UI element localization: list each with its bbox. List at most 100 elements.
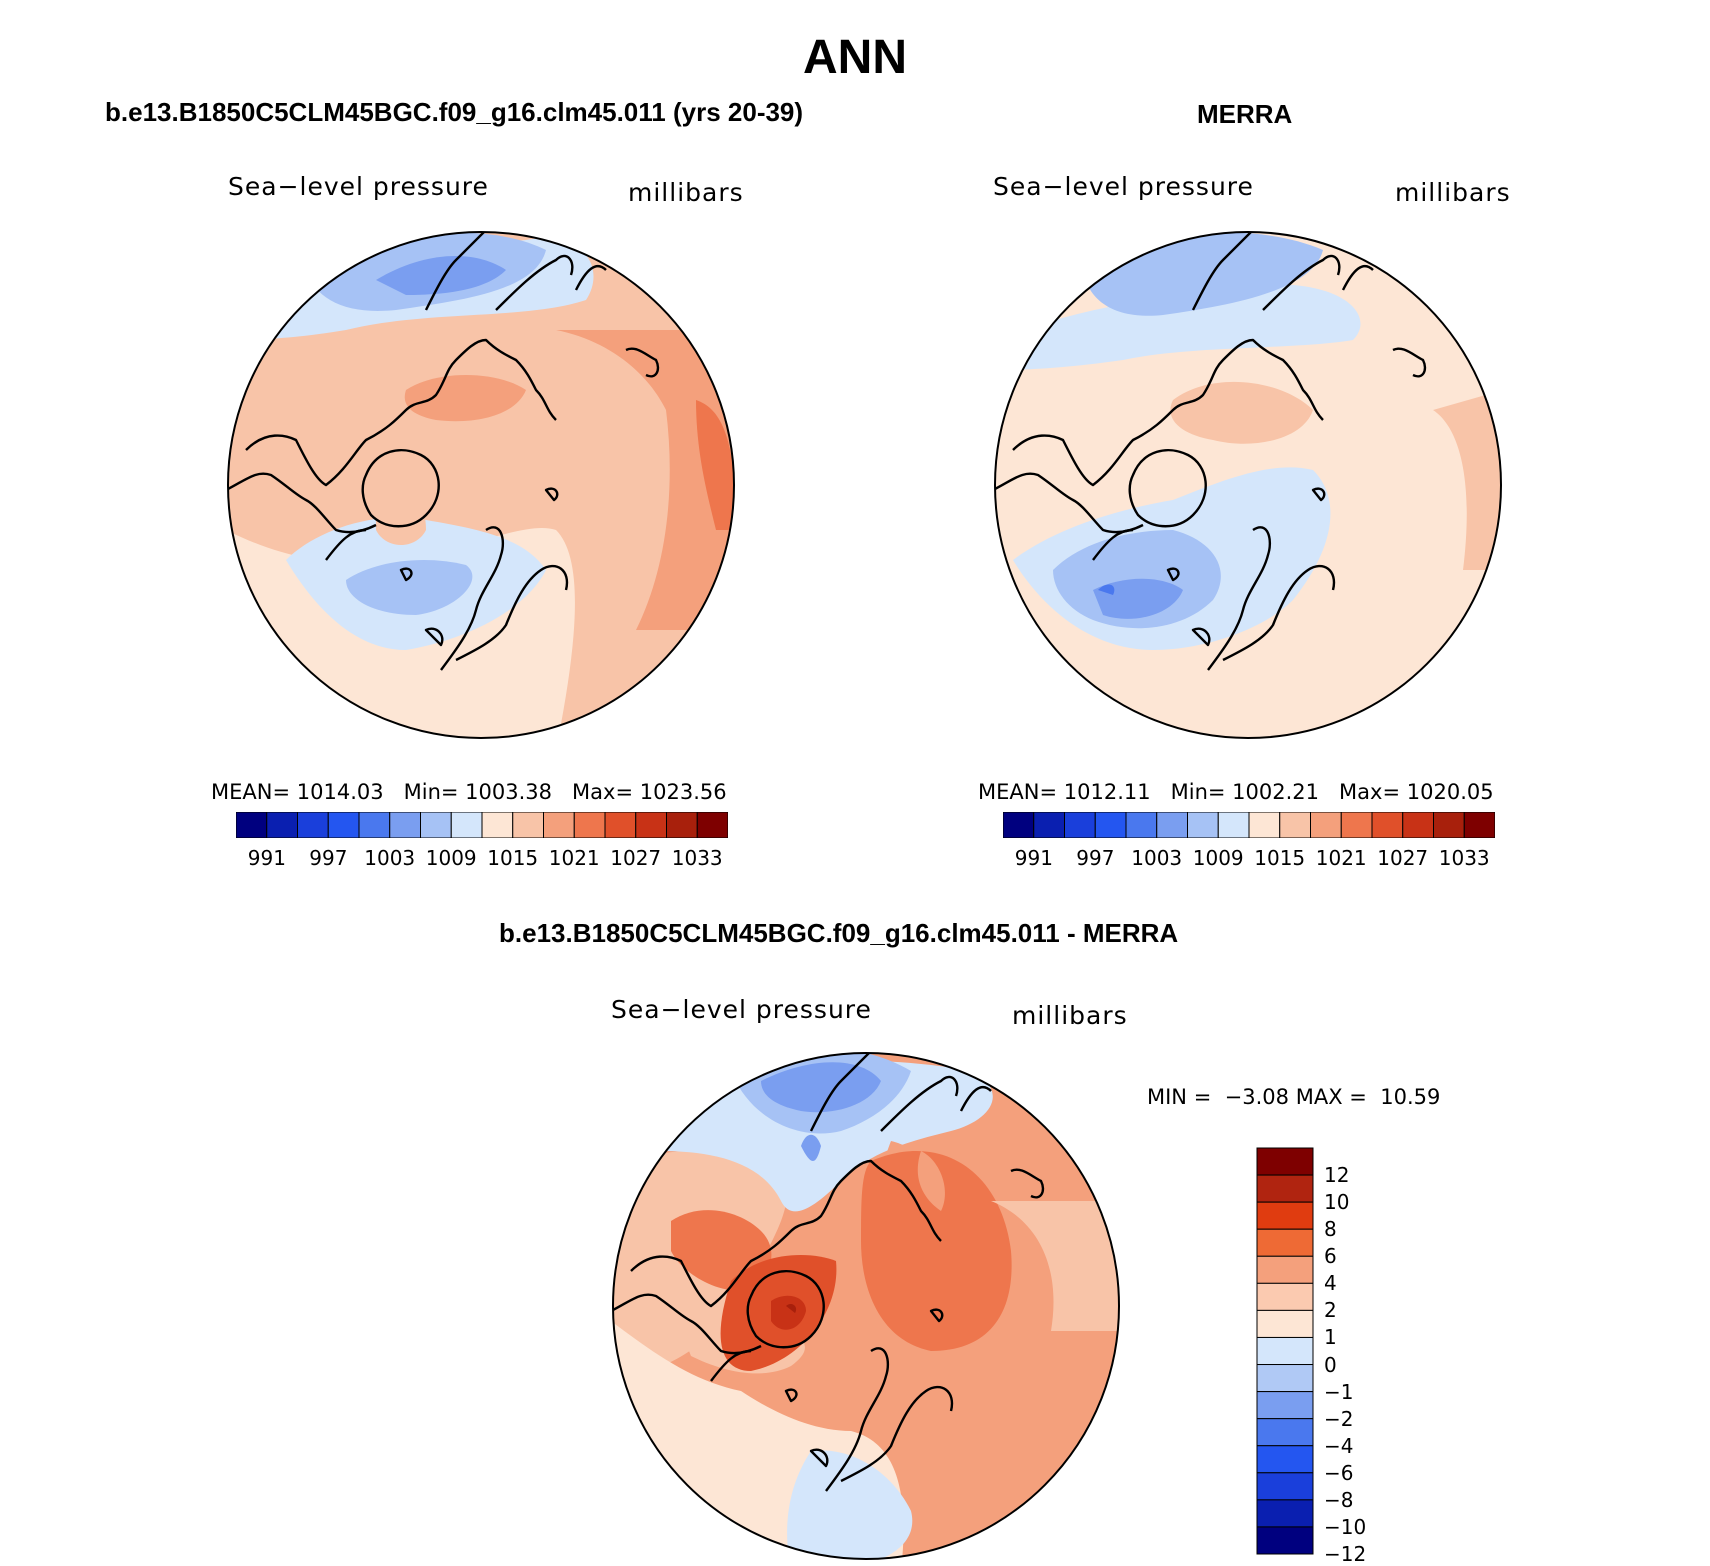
model-colorbar-box — [450, 812, 483, 838]
model-colorbar-box — [604, 812, 637, 838]
diff-colorbar-box — [1256, 1282, 1314, 1311]
obs-colorbar-box — [1094, 812, 1127, 838]
diff-colorbar-tick-label: 6 — [1324, 1244, 1337, 1269]
obs-min-value: 1002.21 — [1232, 780, 1320, 804]
model-panel-title: b.e13.B1850C5CLM45BGC.f09_g16.clm45.011 … — [105, 97, 804, 127]
model-colorbar-box — [358, 812, 391, 838]
diff-variable-label: Sea−level pressure — [611, 995, 872, 1024]
diff-colorbar-box — [1256, 1228, 1314, 1257]
model-mean-label: MEAN= — [211, 780, 291, 804]
diff-colorbar-box — [1256, 1201, 1314, 1230]
obs-colorbar-tick-label: 1003 — [1131, 846, 1183, 870]
diff-units-label: millibars — [1012, 1001, 1128, 1030]
diff-colorbar-tick-label: 12 — [1324, 1163, 1350, 1188]
diff-colorbar-tick-label: −10 — [1324, 1514, 1367, 1539]
obs-colorbar-box — [1310, 812, 1342, 838]
diff-colorbar-box — [1256, 1147, 1314, 1176]
model-colorbar-box — [573, 812, 606, 838]
model-colorbar-box — [666, 812, 698, 838]
diff-max-label: MAX = — [1295, 1085, 1367, 1109]
obs-colorbar-box — [1402, 812, 1434, 838]
obs-colorbar-tick-label: 1027 — [1377, 846, 1429, 870]
obs-max-label: Max= — [1339, 780, 1401, 804]
diff-max-value: 10.59 — [1380, 1085, 1441, 1109]
diff-colorbar-tick-label: 4 — [1324, 1271, 1337, 1296]
model-colorbar-tick-label: 1003 — [364, 846, 416, 870]
model-colorbar — [236, 812, 728, 838]
obs-colorbar-tick-label: 1015 — [1254, 846, 1306, 870]
obs-panel-title: MERRA — [1197, 99, 1293, 129]
obs-colorbar-box — [1156, 812, 1188, 838]
diff-colorbar-tick-label: 1 — [1324, 1325, 1337, 1350]
diff-panel-title: b.e13.B1850C5CLM45BGC.f09_g16.clm45.011 … — [499, 918, 1179, 948]
obs-colorbar-tick-label: 1009 — [1192, 846, 1244, 870]
diff-pressure-field — [613, 1053, 1119, 1559]
diff-colorbar-box — [1256, 1418, 1314, 1447]
obs-colorbar-tick-label: 1033 — [1438, 846, 1490, 870]
diff-stats: MIN = −3.08 MAX = 10.59 — [1147, 1085, 1440, 1109]
diff-min-label: MIN = — [1147, 1085, 1212, 1109]
model-colorbar-box — [512, 812, 544, 838]
model-colorbar-tick-label: 991 — [247, 846, 286, 870]
diff-colorbar-tick-label: 2 — [1324, 1298, 1337, 1323]
model-min-value: 1003.38 — [465, 780, 553, 804]
obs-colorbar-tick-label: 991 — [1014, 846, 1053, 870]
model-colorbar-box — [389, 812, 421, 838]
obs-coastlines — [995, 232, 1427, 671]
figure-title: ANN — [803, 31, 907, 84]
obs-mean-label: MEAN= — [978, 780, 1058, 804]
model-colorbar-tick-label: 1033 — [671, 846, 723, 870]
obs-colorbar-box — [1125, 812, 1158, 838]
diff-colorbar-tick-label: −4 — [1324, 1433, 1354, 1458]
diff-colorbar-tick-label: −8 — [1324, 1487, 1354, 1512]
diff-colorbar-box — [1256, 1391, 1314, 1420]
model-colorbar-tick-label: 997 — [309, 846, 348, 870]
model-mean-value: 1014.03 — [296, 780, 384, 804]
obs-variable-label: Sea−level pressure — [993, 172, 1254, 201]
model-colorbar-tick-label: 1021 — [548, 846, 600, 870]
obs-min-label: Min= — [1170, 780, 1226, 804]
model-variable-label: Sea−level pressure — [228, 172, 489, 201]
obs-stats: MEAN= 1012.11 Min= 1002.21 Max= 1020.05 — [978, 780, 1494, 804]
diff-colorbar-box — [1256, 1364, 1314, 1393]
model-max-label: Max= — [572, 780, 634, 804]
obs-max-value: 1020.05 — [1406, 780, 1494, 804]
model-colorbar-tick-label: 1009 — [425, 846, 477, 870]
model-max-value: 1023.56 — [639, 780, 727, 804]
diff-colorbar-tick-label: −2 — [1324, 1406, 1354, 1431]
diff-polar-map — [612, 1052, 1120, 1560]
obs-mean-value: 1012.11 — [1063, 780, 1151, 804]
diff-colorbar-labels: 12 10 8 6 4 2 1 0 −1 −2 −4 −6 −8 −10 −12 — [1324, 1147, 1394, 1566]
diff-colorbar-tick-label: 0 — [1324, 1352, 1337, 1377]
diff-colorbar — [1256, 1147, 1314, 1555]
obs-colorbar-tick-label: 1021 — [1315, 846, 1367, 870]
obs-map-border — [994, 231, 1502, 739]
model-colorbar-box — [635, 812, 667, 838]
model-colorbar-tick-label: 1027 — [610, 846, 662, 870]
model-colorbar-box — [543, 812, 575, 838]
model-stats: MEAN= 1014.03 Min= 1003.38 Max= 1023.56 — [211, 780, 727, 804]
obs-colorbar-box — [1340, 812, 1373, 838]
obs-colorbar-labels: 991 997 1003 1009 1015 1021 1027 1033 — [1003, 846, 1495, 872]
diff-colorbar-tick-label: −12 — [1324, 1542, 1367, 1566]
diff-colorbar-box — [1256, 1499, 1314, 1528]
model-colorbar-box — [420, 812, 452, 838]
diff-colorbar-tick-label: −6 — [1324, 1460, 1354, 1485]
diff-coastlines — [613, 1053, 1045, 1492]
obs-colorbar-box — [1248, 812, 1281, 838]
diff-colorbar-box — [1256, 1309, 1314, 1338]
diff-colorbar-box — [1256, 1445, 1314, 1474]
model-colorbar-box — [696, 812, 728, 838]
model-colorbar-box — [266, 812, 298, 838]
model-colorbar-box — [297, 812, 329, 838]
diff-colorbar-tick-label: −1 — [1324, 1379, 1354, 1404]
obs-colorbar — [1003, 812, 1495, 838]
obs-colorbar-tick-label: 997 — [1076, 846, 1115, 870]
model-colorbar-tick-label: 1015 — [487, 846, 539, 870]
obs-units-label: millibars — [1395, 178, 1511, 207]
diff-min-value: −3.08 — [1224, 1085, 1290, 1109]
obs-colorbar-box — [1003, 812, 1035, 838]
model-pressure-field — [228, 232, 734, 738]
model-colorbar-labels: 991 997 1003 1009 1015 1021 1027 1033 — [236, 846, 728, 872]
obs-colorbar-box — [1064, 812, 1096, 838]
